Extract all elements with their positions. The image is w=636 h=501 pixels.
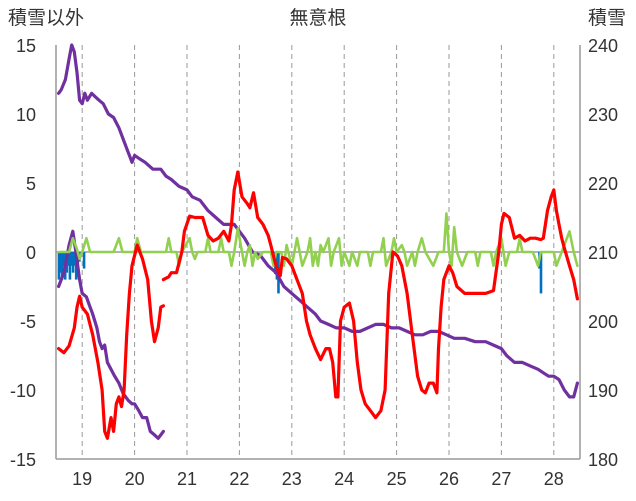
precip-bar <box>67 252 70 266</box>
precip-bar <box>59 252 62 273</box>
y-left-tick-label: 5 <box>26 174 36 194</box>
x-tick-label: 21 <box>177 469 197 489</box>
y-right-tick-label: 180 <box>588 450 618 470</box>
y-left-tick-label: 0 <box>26 243 36 263</box>
x-tick-label: 22 <box>229 469 249 489</box>
series-lines <box>57 43 579 440</box>
y-left-tick-label: -10 <box>10 381 36 401</box>
precip-bar <box>70 252 73 266</box>
temperature-line <box>57 170 579 440</box>
plot-frame <box>55 45 581 460</box>
x-tick-label: 24 <box>334 469 354 489</box>
precip-bar <box>57 252 61 280</box>
y-left-tick-label: -15 <box>10 450 36 470</box>
y-right-tick-label: 230 <box>588 105 618 125</box>
x-tick-label: 20 <box>125 469 145 489</box>
precip-bar <box>60 252 64 280</box>
y-left-tick-label: 10 <box>16 105 36 125</box>
precip-bar <box>82 252 86 269</box>
right-axis-label: 積雪 <box>588 7 626 29</box>
wind-line <box>57 212 579 268</box>
x-tick-label: 26 <box>439 469 459 489</box>
x-tick-label: 19 <box>72 469 92 489</box>
precip-bar <box>71 252 75 273</box>
left-axis-label: 積雪以外 <box>8 7 84 29</box>
snow-depth-line <box>57 43 579 440</box>
y-right-tick-label: 200 <box>588 312 618 332</box>
y-left-tick-label: 15 <box>16 36 36 56</box>
y-right-tick-label: 240 <box>588 36 618 56</box>
chart-title: 無意根 <box>289 7 346 29</box>
y-left-tick-label: -5 <box>20 312 36 332</box>
x-tick-label: 27 <box>491 469 511 489</box>
x-tick-label: 28 <box>544 469 564 489</box>
precip-bar <box>539 252 543 294</box>
y-right-tick-label: 220 <box>588 174 618 194</box>
precip-bar <box>62 252 65 266</box>
x-tick-label: 23 <box>282 469 302 489</box>
x-tick-label: 25 <box>387 469 407 489</box>
y-right-tick-label: 210 <box>588 243 618 263</box>
y-right-tick-label: 190 <box>588 381 618 401</box>
tick-labels: 19 20 21 22 23 24 25 26 27 28 15 10 5 0 -5 -10 -15 240 230… <box>10 36 618 489</box>
precip-bar <box>73 252 76 266</box>
precip-bar <box>68 252 72 280</box>
